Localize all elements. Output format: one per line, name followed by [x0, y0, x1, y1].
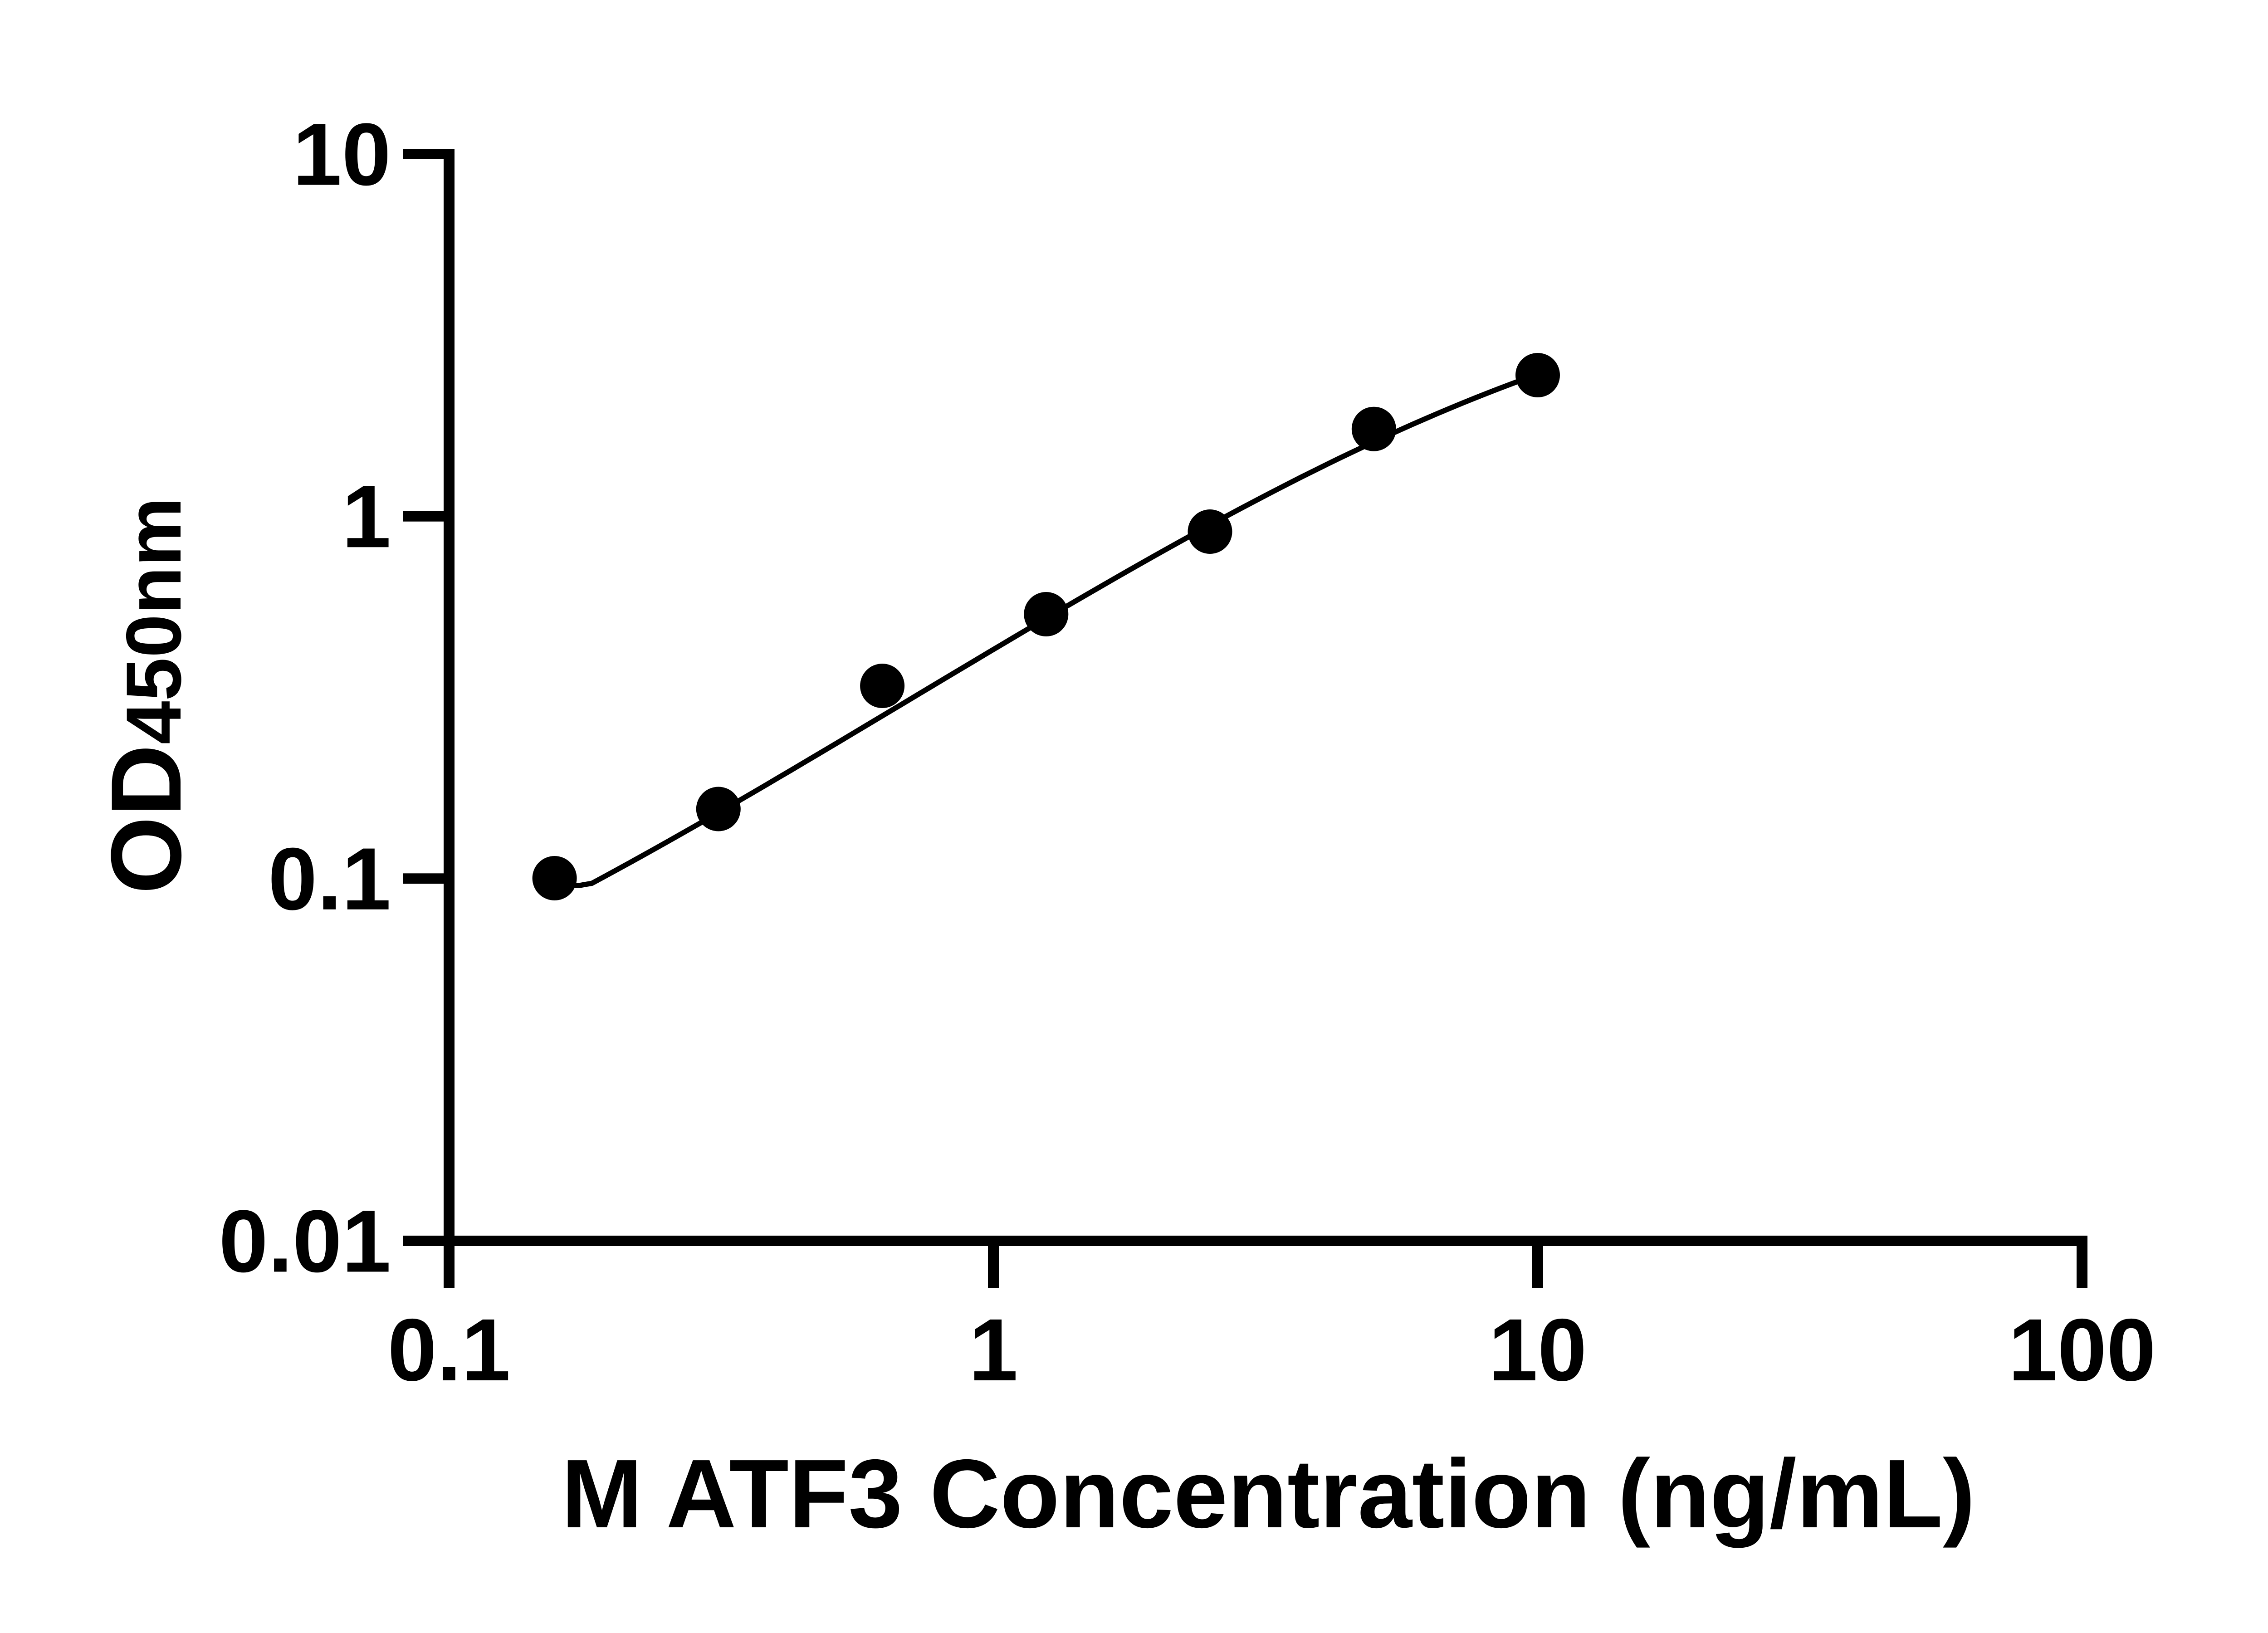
svg-text:1: 1	[969, 1301, 1018, 1399]
svg-text:100: 100	[2008, 1301, 2156, 1399]
svg-text:10: 10	[293, 105, 391, 204]
svg-text:M ATF3 Concentration (ng/mL): M ATF3 Concentration (ng/mL)	[561, 1439, 1975, 1548]
svg-text:10: 10	[1489, 1301, 1587, 1399]
svg-text:OD450nm: OD450nm	[90, 497, 202, 894]
svg-text:0.01: 0.01	[219, 1192, 391, 1291]
svg-text:0.1: 0.1	[268, 830, 391, 929]
svg-text:1: 1	[342, 467, 391, 566]
svg-text:0.1: 0.1	[387, 1301, 510, 1399]
